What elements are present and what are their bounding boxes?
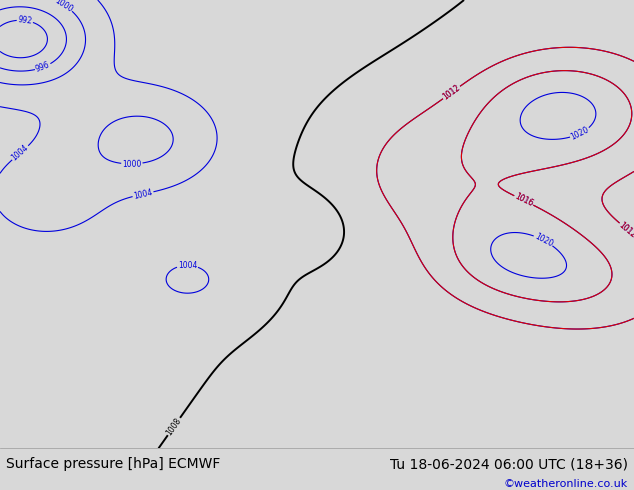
Text: 1012: 1012 <box>441 83 462 102</box>
Text: 992: 992 <box>17 15 33 26</box>
Text: 1012: 1012 <box>618 220 634 240</box>
Text: 1012: 1012 <box>441 83 462 102</box>
Text: 1004: 1004 <box>178 261 197 270</box>
Text: 1004: 1004 <box>133 188 153 201</box>
Text: 1012: 1012 <box>618 220 634 240</box>
Text: 1008: 1008 <box>165 416 183 437</box>
Text: 1016: 1016 <box>513 192 534 209</box>
Text: 1004: 1004 <box>10 143 30 163</box>
Text: 1020: 1020 <box>569 125 591 142</box>
Text: 1000: 1000 <box>53 0 74 14</box>
Text: 996: 996 <box>34 60 51 74</box>
Text: Tu 18-06-2024 06:00 UTC (18+36): Tu 18-06-2024 06:00 UTC (18+36) <box>390 457 628 471</box>
Text: 1016: 1016 <box>513 192 534 209</box>
Text: 1020: 1020 <box>533 232 554 249</box>
Text: Surface pressure [hPa] ECMWF: Surface pressure [hPa] ECMWF <box>6 457 221 471</box>
Text: 1000: 1000 <box>122 159 141 169</box>
Text: ©weatheronline.co.uk: ©weatheronline.co.uk <box>503 479 628 489</box>
